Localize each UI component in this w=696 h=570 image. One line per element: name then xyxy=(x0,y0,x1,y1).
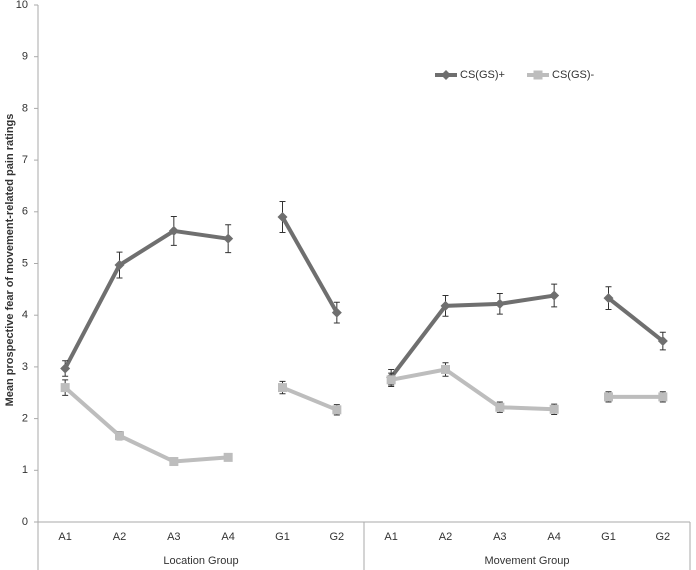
x-tick-label: A2 xyxy=(439,531,452,543)
data-point xyxy=(441,364,450,374)
series-line xyxy=(63,228,229,370)
x-tick-label: G1 xyxy=(275,531,290,543)
series-line xyxy=(280,215,339,314)
group-label: Movement Group xyxy=(485,555,570,567)
y-tick-label: 1 xyxy=(22,464,28,476)
legend-marker xyxy=(441,70,451,80)
x-tick-label: A1 xyxy=(384,531,397,543)
x-tick-label: A3 xyxy=(167,531,180,543)
series-line xyxy=(390,367,555,412)
x-tick-label: G1 xyxy=(601,531,616,543)
group-label: Location Group xyxy=(163,555,238,567)
y-axis-label: Mean prospective fear of movement-relate… xyxy=(4,114,16,407)
data-point xyxy=(60,363,71,374)
data-point xyxy=(549,290,560,301)
data-point xyxy=(604,392,613,402)
data-point xyxy=(168,225,179,236)
data-point xyxy=(278,383,287,393)
data-point xyxy=(223,452,233,462)
data-point xyxy=(60,383,70,393)
data-point xyxy=(169,457,179,467)
y-tick-label: 0 xyxy=(22,516,28,528)
y-tick-label: 9 xyxy=(22,51,28,63)
y-tick-label: 10 xyxy=(16,0,28,11)
y-tick-label: 8 xyxy=(22,102,28,114)
series-line xyxy=(281,385,338,412)
x-tick-label: G2 xyxy=(655,531,670,543)
data-point xyxy=(494,298,505,309)
data-point xyxy=(440,300,451,311)
data-point xyxy=(114,260,125,271)
y-tick-label: 3 xyxy=(22,361,28,373)
data-point xyxy=(495,402,505,412)
x-tick-label: A4 xyxy=(221,531,234,543)
y-tick-label: 5 xyxy=(22,257,28,269)
data-point xyxy=(331,307,342,318)
data-point xyxy=(223,233,234,244)
y-tick-label: 6 xyxy=(22,206,28,218)
x-tick-label: A3 xyxy=(493,531,506,543)
data-point xyxy=(549,404,559,414)
legend-label: CS(GS)- xyxy=(552,69,595,81)
legend-label: CS(GS)+ xyxy=(460,69,505,81)
series-line xyxy=(63,386,229,464)
data-point xyxy=(657,336,668,347)
x-tick-label: A4 xyxy=(547,531,560,543)
y-tick-label: 7 xyxy=(22,154,28,166)
x-tick-label: G2 xyxy=(329,531,344,543)
data-point xyxy=(386,375,396,385)
x-tick-label: A2 xyxy=(113,531,126,543)
legend-marker xyxy=(533,70,543,80)
series-line xyxy=(607,296,665,343)
x-tick-label: A1 xyxy=(58,531,71,543)
data-point xyxy=(658,392,668,402)
y-tick-label: 2 xyxy=(22,413,28,425)
data-point xyxy=(115,431,124,441)
y-tick-label: 4 xyxy=(22,309,28,321)
data-point xyxy=(332,405,342,415)
data-point xyxy=(603,293,614,304)
series-line xyxy=(389,293,555,379)
data-point xyxy=(277,211,288,222)
